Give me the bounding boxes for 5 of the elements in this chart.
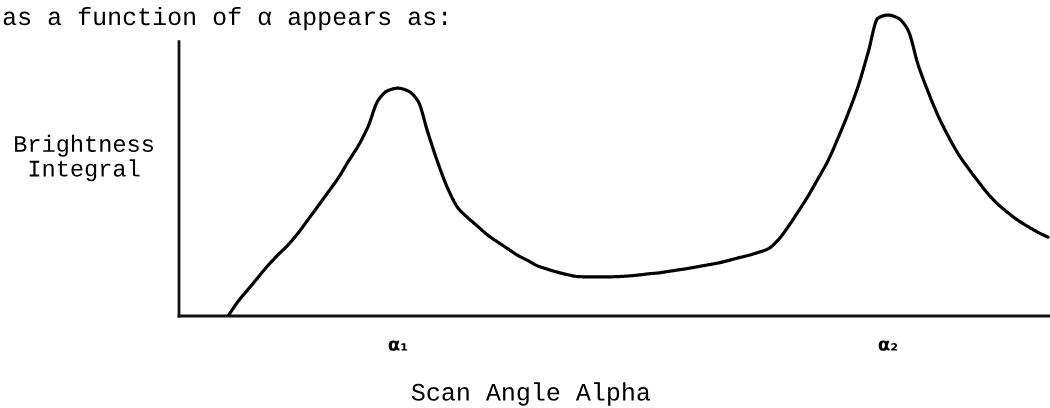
y-axis-title: Brightness Integral bbox=[15, 134, 153, 182]
x-tick-label: α₂ bbox=[878, 340, 898, 351]
annotation: as a function of α appears as: bbox=[3, 6, 447, 31]
x-axis-title: Scan Angle Alpha bbox=[411, 382, 651, 406]
x-tick-label: α₁ bbox=[388, 340, 408, 351]
